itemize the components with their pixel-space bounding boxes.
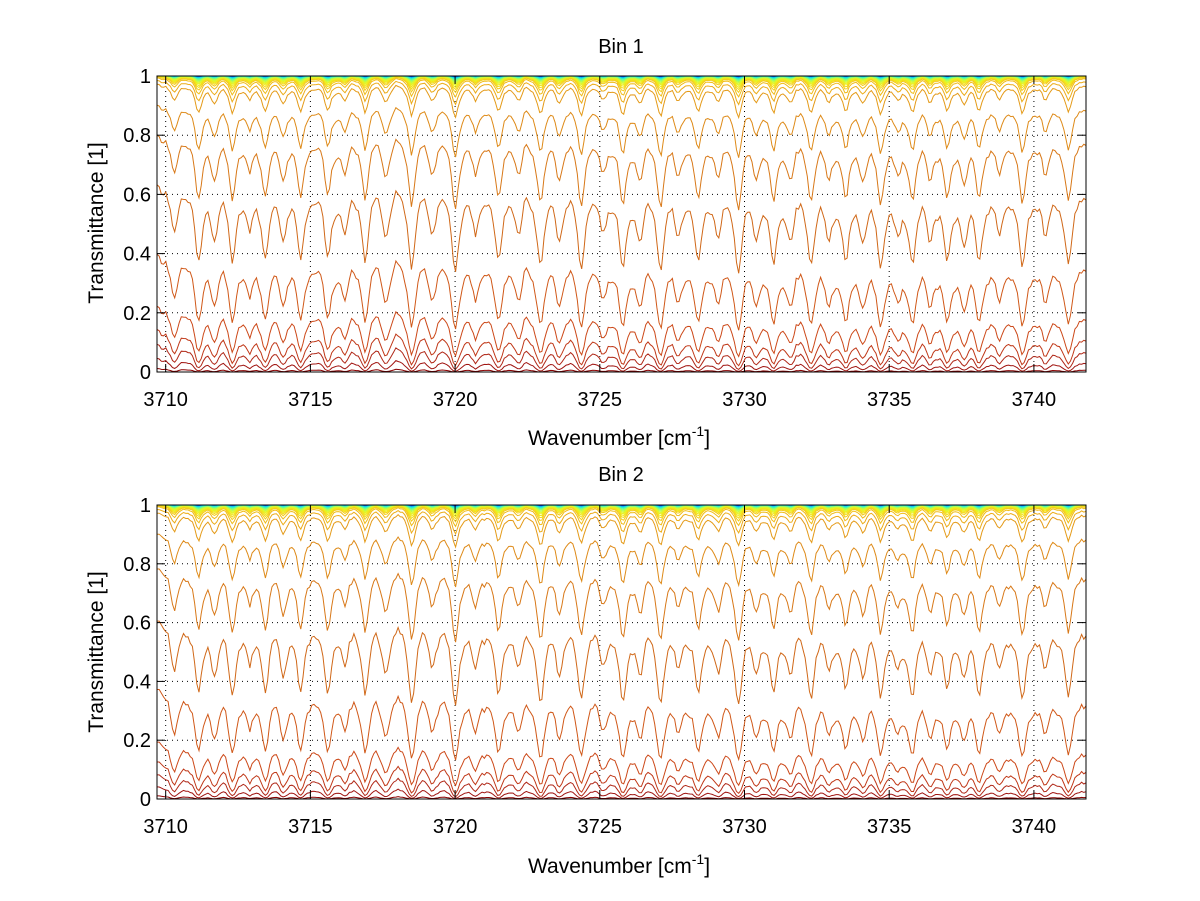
x-axis-label-superscript: -1 (692, 851, 705, 867)
series-layer (156, 76, 1087, 373)
y-tick-label: 0 (140, 789, 151, 811)
series-line-15 (157, 505, 1087, 523)
subplot-bin-2: Bin 2 3710 3715 3720 3725 3730 3735 3740 0 0.2 0.… (85, 464, 1087, 878)
x-tick-label: 3720 (433, 389, 478, 411)
series-line-20 (156, 134, 1087, 211)
x-axis-label-superscript: -1 (692, 423, 705, 439)
y-axis-label: Transmittance [1] (85, 142, 108, 303)
series-line-17 (156, 80, 1087, 106)
x-tick-label: 3715 (288, 816, 333, 838)
y-tick-label: 0 (140, 362, 151, 384)
y-tick-label: 0.2 (123, 730, 151, 752)
series-line-14 (156, 76, 1087, 91)
x-tick-label: 3715 (288, 389, 333, 411)
series-line-17 (157, 509, 1087, 536)
x-tick-label: 3710 (143, 816, 188, 838)
x-axis-label-suffix: ] (704, 427, 710, 450)
x-tick-label: 3730 (722, 389, 767, 411)
series-line-23 (156, 305, 1087, 358)
series-line-22 (156, 253, 1087, 331)
y-tick-label: 0.6 (123, 613, 151, 635)
series-layer (156, 505, 1087, 800)
y-tick-label: 1 (140, 495, 151, 517)
y-axis-label: Transmittance [1] (85, 571, 108, 732)
ticks: 3710 3715 3720 3725 3730 3735 3740 0 0.2 0.4 0.6 0.… (123, 66, 1086, 411)
subplot-title: Bin 2 (598, 464, 644, 486)
grid (157, 504, 1086, 800)
y-tick-label: 0.4 (123, 244, 151, 266)
series-line-25 (156, 343, 1087, 371)
series-line-24 (156, 329, 1087, 367)
y-tick-label: 0.6 (123, 184, 151, 206)
x-tick-label: 3735 (867, 816, 912, 838)
series-line-24 (157, 761, 1087, 795)
x-axis-label-suffix: ] (704, 855, 710, 878)
series-line-14 (157, 505, 1087, 520)
series-line-26 (156, 786, 1087, 799)
x-tick-label: 3725 (578, 389, 623, 411)
series-line-18 (156, 83, 1087, 120)
series-line-21 (157, 620, 1087, 706)
ticks: 3710 3715 3720 3725 3730 3735 3740 0 0.2 0.4 0.6 0.… (123, 495, 1086, 838)
x-tick-label: 3720 (433, 816, 478, 838)
subplot-title: Bin 1 (598, 36, 644, 58)
x-axis-label: Wavenumber [cm-1] (528, 423, 710, 450)
series-line-16 (157, 506, 1087, 528)
series-line-20 (157, 568, 1087, 643)
x-axis-label-text: Wavenumber [cm (528, 855, 692, 878)
x-tick-label: 3725 (578, 816, 623, 838)
series-line-25 (157, 774, 1087, 798)
axes-box (156, 75, 1087, 373)
series-line-16 (156, 77, 1087, 98)
y-tick-label: 0.2 (123, 303, 151, 325)
x-tick-label: 3740 (1012, 389, 1057, 411)
x-tick-label: 3730 (722, 816, 767, 838)
x-axis-label: Wavenumber [cm-1] (528, 851, 710, 878)
series-line-23 (157, 741, 1087, 787)
series-line-15 (156, 76, 1087, 94)
x-axis-label-text: Wavenumber [cm (528, 427, 692, 450)
y-tick-label: 0.4 (123, 671, 151, 693)
y-tick-label: 0.8 (123, 554, 151, 576)
x-tick-label: 3735 (867, 389, 912, 411)
axes-box (156, 504, 1087, 800)
series-line-21 (156, 184, 1087, 274)
series-line-18 (157, 512, 1087, 549)
x-tick-label: 3710 (143, 389, 188, 411)
series-line-22 (157, 689, 1087, 762)
y-tick-label: 0.8 (123, 125, 151, 147)
subplot-bin-1: Bin 1 3710 3715 3720 3725 3730 3735 3740 0 0.2 0.… (85, 36, 1087, 450)
x-tick-label: 3740 (1012, 816, 1057, 838)
series-line-26 (156, 357, 1087, 372)
y-tick-label: 1 (140, 66, 151, 88)
series-line-19 (156, 104, 1087, 158)
series-line-19 (157, 533, 1087, 588)
